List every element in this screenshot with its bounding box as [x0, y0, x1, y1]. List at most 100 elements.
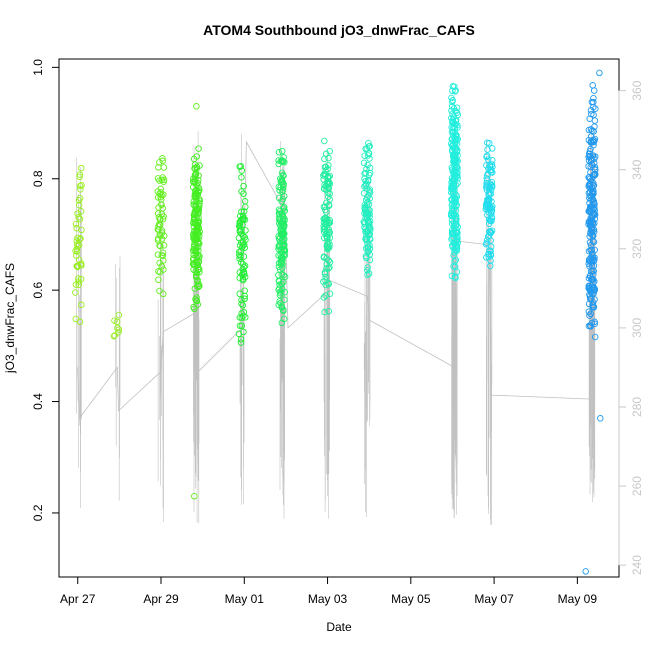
- data-point: [190, 266, 197, 273]
- data-point: [115, 326, 123, 333]
- data-point: [588, 161, 596, 169]
- data-point: [585, 308, 593, 315]
- data-point: [586, 204, 594, 212]
- right-y-tick-label: 260: [630, 476, 644, 496]
- data-point: [236, 222, 243, 230]
- data-point: [157, 242, 164, 250]
- data-point: [448, 196, 455, 203]
- data-point: [591, 155, 598, 163]
- data-point: [364, 152, 372, 159]
- data-point: [276, 215, 284, 222]
- data-point: [485, 195, 492, 203]
- data-point: [72, 281, 80, 288]
- data-point: [323, 242, 331, 250]
- data-point: [191, 165, 199, 172]
- data-point: [155, 276, 162, 283]
- data-point: [276, 217, 284, 225]
- data-point: [587, 221, 595, 229]
- data-point: [364, 264, 371, 271]
- data-point: [156, 221, 164, 229]
- data-point: [450, 157, 457, 165]
- data-point: [448, 220, 456, 228]
- data-point: [452, 135, 459, 142]
- data-point: [78, 226, 85, 234]
- data-point: [587, 310, 594, 317]
- data-point: [596, 69, 603, 77]
- data-point: [363, 211, 370, 218]
- data-point: [326, 290, 334, 297]
- data-point: [158, 251, 165, 259]
- data-point: [321, 203, 329, 210]
- data-point: [449, 212, 456, 220]
- right-axis-line-layer: [76, 131, 596, 525]
- data-point: [365, 139, 372, 147]
- data-point: [276, 281, 283, 288]
- data-point: [448, 217, 456, 224]
- data-point: [76, 171, 84, 178]
- data-point: [236, 255, 243, 262]
- data-point: [586, 291, 593, 298]
- data-point: [278, 157, 286, 164]
- data-point: [275, 206, 283, 213]
- right-y-axis: 240 260 280 300 320 340 360: [618, 80, 644, 575]
- data-point: [281, 158, 288, 166]
- data-point: [238, 244, 246, 251]
- data-point: [590, 98, 597, 106]
- data-point: [156, 159, 163, 166]
- data-point: [238, 314, 246, 321]
- data-point: [587, 323, 594, 330]
- data-point: [78, 164, 85, 172]
- data-point: [449, 97, 456, 104]
- data-point: [453, 193, 461, 200]
- data-point: [195, 188, 202, 196]
- data-point: [588, 319, 596, 327]
- data-point: [160, 164, 168, 171]
- data-point: [279, 158, 287, 165]
- data-point: [325, 161, 332, 169]
- data-point: [484, 146, 491, 153]
- data-point: [280, 192, 288, 200]
- data-point: [587, 145, 594, 153]
- data-point: [366, 164, 374, 172]
- data-point: [158, 210, 166, 218]
- data-point: [195, 145, 202, 152]
- data-point: [74, 262, 81, 270]
- data-point: [586, 312, 593, 319]
- data-point: [194, 210, 201, 217]
- data-point: [192, 203, 199, 211]
- data-point: [448, 272, 456, 280]
- data-point: [588, 213, 596, 220]
- data-point: [363, 254, 370, 262]
- data-point: [193, 197, 200, 205]
- right-y-tick-label: 360: [630, 80, 644, 100]
- data-point: [75, 275, 82, 282]
- data-point: [451, 194, 459, 201]
- data-point: [589, 267, 596, 275]
- data-point: [591, 200, 598, 208]
- data-point: [366, 142, 373, 150]
- data-point: [275, 278, 283, 285]
- data-point: [363, 165, 370, 173]
- data-point: [76, 318, 84, 326]
- x-tick-label: Apr 27: [60, 592, 96, 606]
- data-point: [74, 234, 81, 242]
- data-point: [155, 268, 162, 275]
- data-point: [488, 178, 496, 186]
- data-point: [486, 247, 493, 254]
- data-point: [238, 188, 245, 195]
- data-point: [486, 163, 494, 170]
- data-point: [280, 184, 287, 191]
- right-axis-series-line: [77, 140, 592, 421]
- data-point: [191, 285, 199, 292]
- data-point: [362, 236, 370, 244]
- data-point: [111, 332, 119, 339]
- data-point: [364, 226, 372, 234]
- data-point: [591, 204, 598, 212]
- data-point: [321, 137, 328, 145]
- data-point: [488, 217, 495, 225]
- data-point: [448, 107, 455, 114]
- data-point: [585, 275, 593, 282]
- data-point: [484, 182, 491, 190]
- x-tick-label: May 07: [474, 592, 514, 606]
- data-point: [158, 176, 166, 184]
